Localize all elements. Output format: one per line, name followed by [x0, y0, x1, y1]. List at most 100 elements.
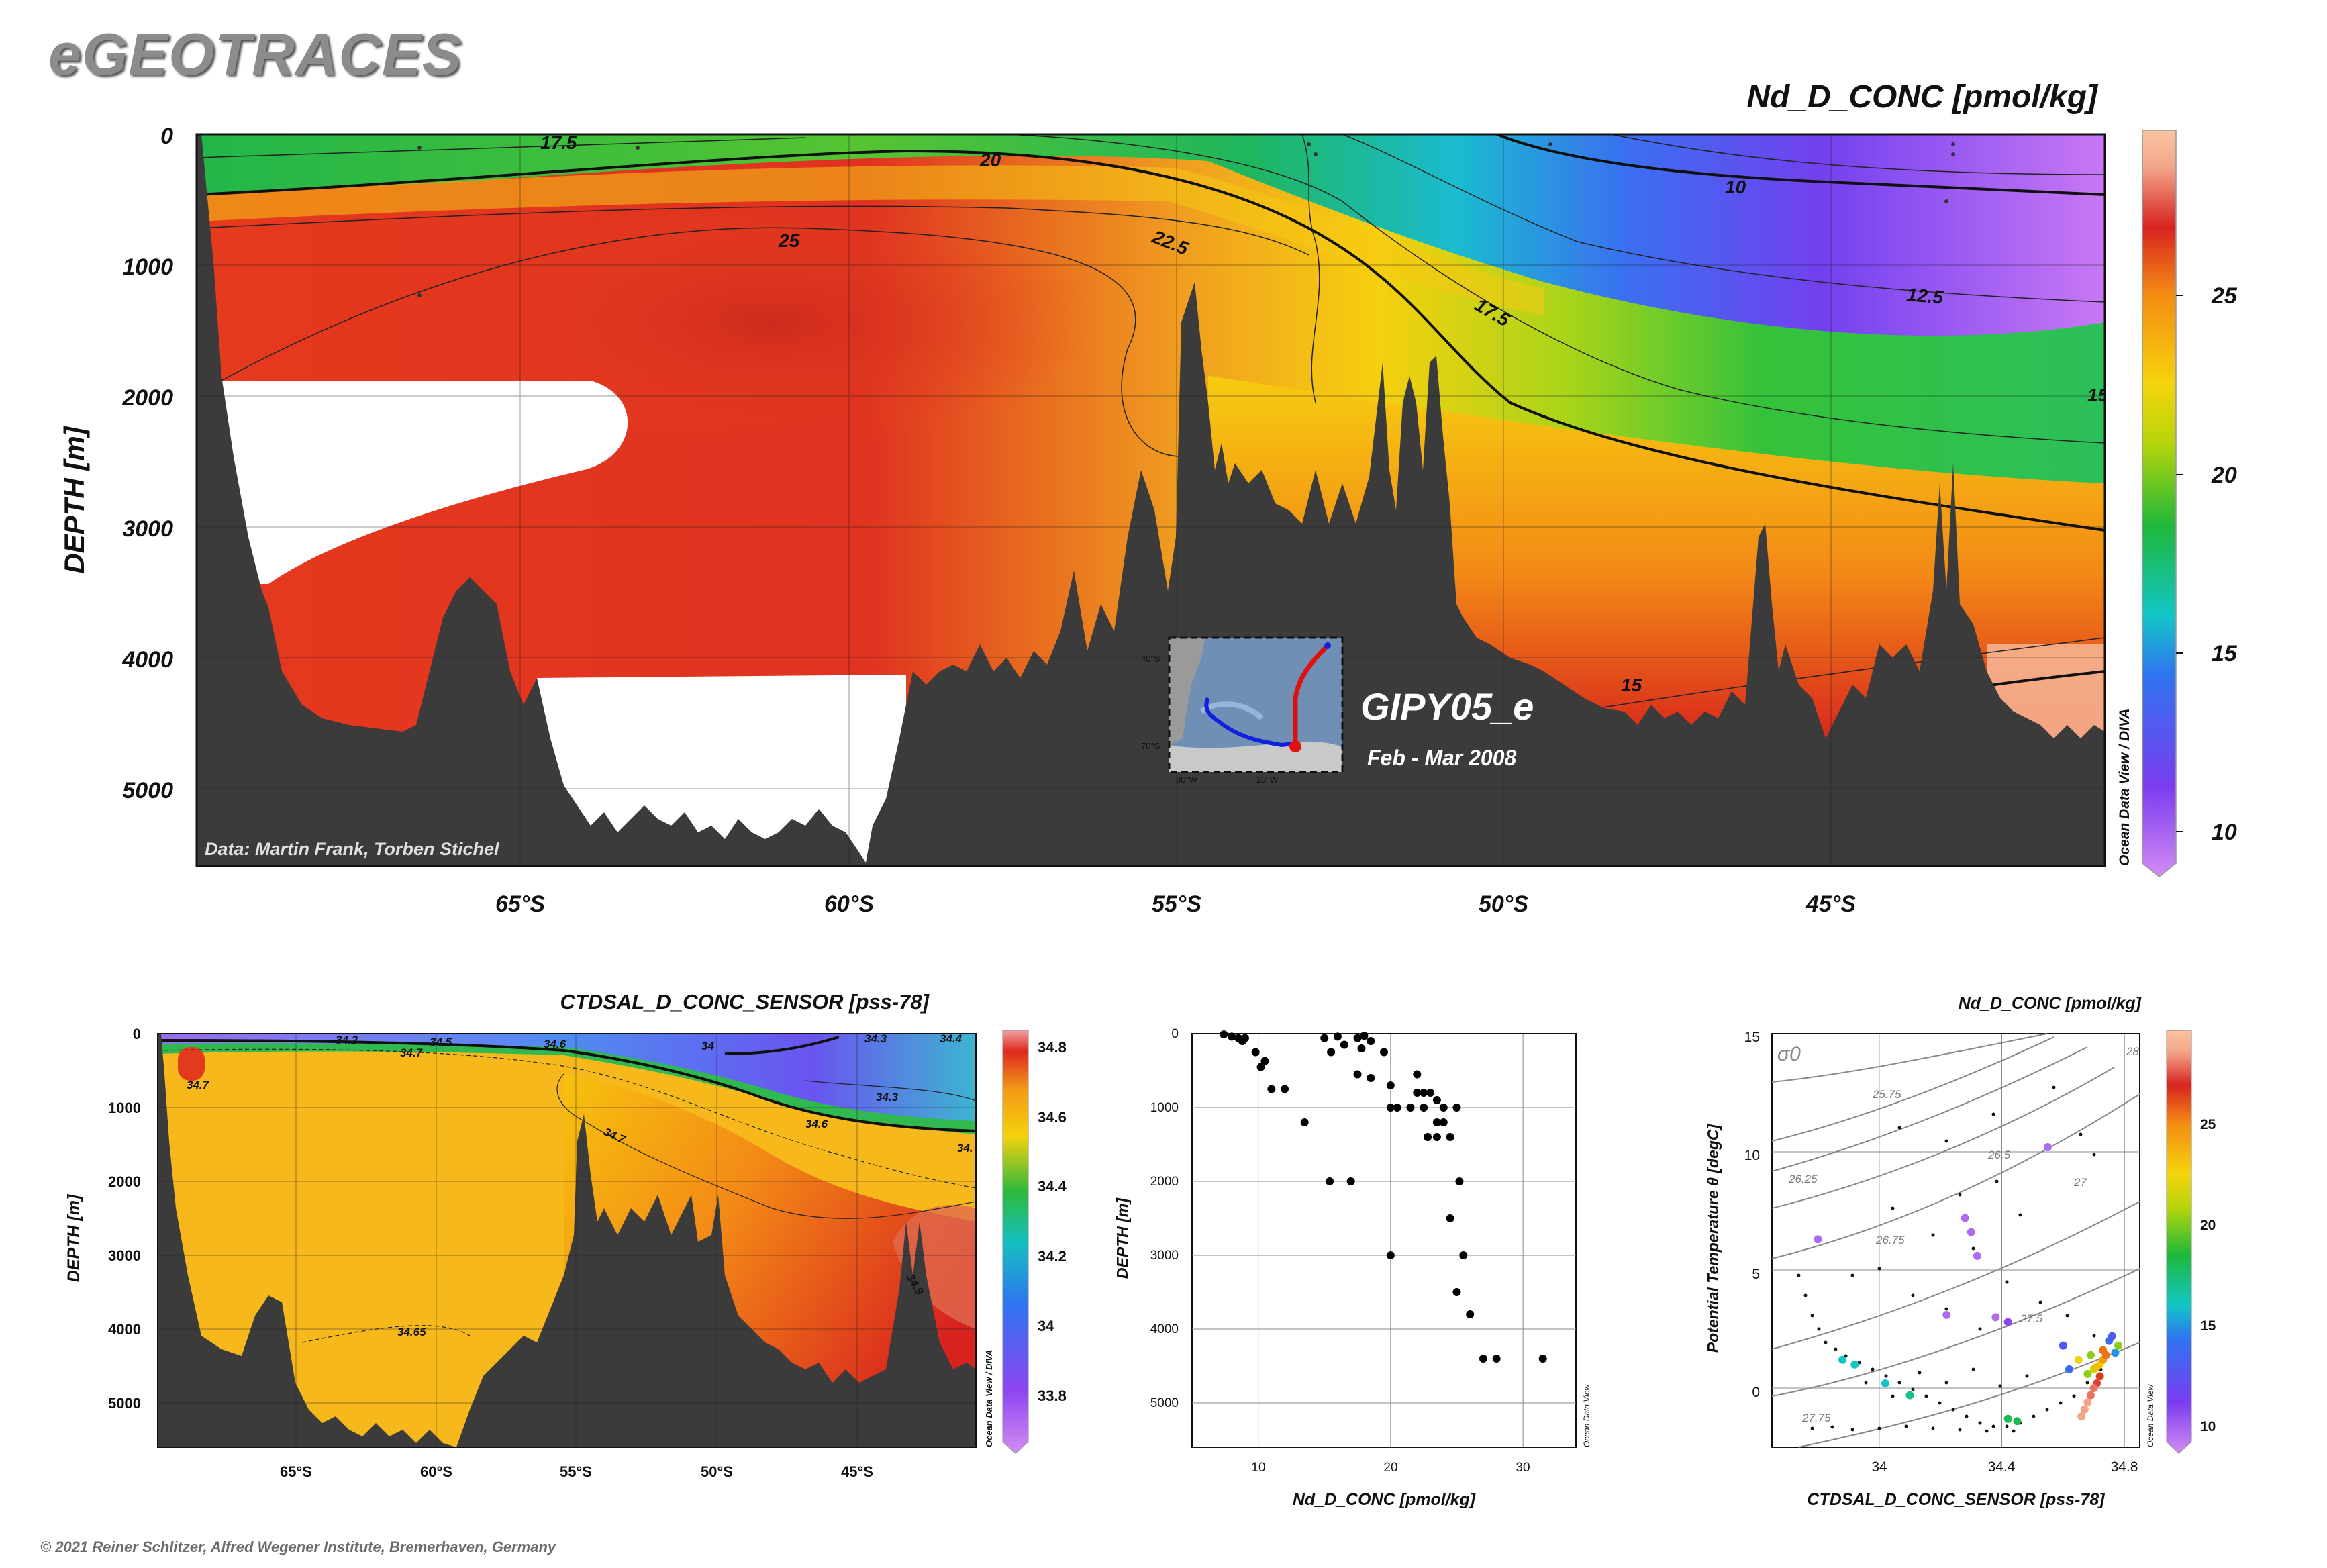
main-station-dots: [417, 142, 1955, 297]
sal-y-tick-label: 2000: [108, 1173, 141, 1190]
profile-point: [1439, 1118, 1448, 1126]
sal-y-axis-label: DEPTH [m]: [64, 1193, 83, 1282]
sal-x-tick-label: 55°S: [560, 1463, 592, 1480]
ts-colored-point: [1850, 1360, 1859, 1369]
profile-y-tick-label: 2000: [1150, 1175, 1179, 1189]
sal-contour-label: 34.4: [940, 1032, 962, 1045]
profile-point: [1367, 1074, 1375, 1082]
inset-lon-label: 20°W: [1256, 775, 1279, 785]
ts-plot-frame: [1771, 1033, 2140, 1448]
sal-x-tick-label: 45°S: [841, 1463, 873, 1480]
inset-lat-label: 40°S: [1141, 654, 1160, 664]
ts-y-tick-label: 15: [1744, 1030, 1760, 1045]
main-y-tick-label: 1000: [122, 254, 173, 280]
profile-point: [1424, 1133, 1432, 1141]
inset-lon-label: 80°W: [1176, 775, 1198, 785]
main-contour-label: 12.5: [1905, 284, 1944, 308]
ts-colorbar: [2166, 1030, 2192, 1454]
ts-colored-point: [2083, 1398, 2092, 1407]
inset-cruise-name: GIPY05_e: [1360, 685, 1534, 728]
ts-y-axis-label: Potential Temperature θ [degC]: [1704, 1123, 1722, 1353]
main-contour-label: 20: [979, 150, 1001, 170]
ts-x-tick-label: 34.8: [2111, 1459, 2138, 1475]
profile-point: [1360, 1032, 1369, 1040]
profile-point: [1228, 1032, 1236, 1041]
ts-y-tick-label: 0: [1752, 1385, 1760, 1400]
main-side-label: Ocean Data View / DIVA: [2117, 708, 2132, 866]
ts-colorbar-tick-label: 10: [2200, 1419, 2216, 1434]
profile-point: [1446, 1133, 1454, 1141]
ts-colored-point: [2095, 1372, 2104, 1381]
ts-colored-point: [2086, 1351, 2095, 1359]
ts-colored-point: [2093, 1363, 2101, 1371]
ts-background-points: [1797, 1085, 2103, 1433]
sal-x-tick-label: 65°S: [280, 1463, 312, 1480]
profile-point: [1432, 1118, 1441, 1126]
inset-lat-label: 70°S: [1141, 741, 1160, 751]
sal-contour-label: 34.: [957, 1142, 973, 1155]
main-x-tick-label: 45°S: [1805, 891, 1856, 917]
ts-colored-point: [1881, 1379, 1889, 1387]
sal-grid: [158, 1034, 976, 1447]
sal-x-ticks: 65°S 60°S 55°S 50°S 45°S: [280, 1463, 873, 1480]
cruise-inset-map: 40°S 70°S 80°W 20°W: [1141, 636, 1344, 785]
ts-colored-point: [1838, 1355, 1847, 1364]
ts-x-axis-label: CTDSAL_D_CONC_SENSOR [pss-78]: [1807, 1490, 2106, 1509]
sal-colorbar-ticks: 34.8 34.6 34.4 34.2 34 33.8: [1038, 1039, 1067, 1404]
ts-colorbar-ticks: 25 20 15 10: [2200, 1117, 2216, 1434]
ts-colorbar-tick-label: 20: [2200, 1218, 2216, 1233]
profile-point: [1393, 1104, 1401, 1112]
sal-contour-label: 34.5: [430, 1036, 452, 1048]
profile-point: [1446, 1214, 1454, 1222]
profile-x-ticks: 10 20 30: [1251, 1461, 1530, 1475]
ts-colored-point: [2114, 1341, 2123, 1350]
profile-point: [1386, 1251, 1395, 1259]
ts-colored-point: [2003, 1414, 2012, 1423]
main-colorbar-tick-label: 20: [2211, 462, 2237, 488]
sal-high-patch: [178, 1047, 205, 1081]
ts-colored-points: [1814, 1142, 2123, 1426]
profile-grid: [1192, 1034, 1576, 1447]
main-chart-title: Nd_D_CONC [pmol/kg]: [1746, 79, 2099, 115]
ts-colored-point: [1905, 1391, 1914, 1400]
ts-sigma-symbol: σ0: [1777, 1043, 1801, 1065]
ts-colored-point: [2111, 1349, 2120, 1357]
profile-side-label: Ocean Data View: [1582, 1384, 1591, 1447]
main-y-tick-label: 3000: [122, 516, 173, 542]
ts-colored-point: [2065, 1365, 2073, 1373]
main-x-tick-label: 65°S: [495, 891, 545, 917]
ts-colored-point: [1973, 1251, 1981, 1260]
main-y-tick-label: 5000: [122, 778, 173, 803]
profile-scatter-chart: Nd_D_CONC [pmol/kg] DEPTH [m] 0 1000 200…: [1113, 1027, 1591, 1509]
ts-isopycnal-labels: 25.75 26.25 26.5 26.75 27 27.5 27.75 28: [1788, 1045, 2139, 1424]
main-contour-label: 15: [2087, 385, 2109, 405]
profile-point: [1538, 1355, 1547, 1363]
ts-diagram-chart: 25.75 26.25 26.5 26.75 27 27.5 27.75 28 …: [1704, 994, 2216, 1509]
ts-y-tick-label: 10: [1744, 1148, 1760, 1163]
profile-x-tick-label: 10: [1251, 1461, 1265, 1475]
ts-isopycnal-label: 26.5: [1987, 1148, 2011, 1161]
ts-isopycnal-label: 27.75: [1801, 1412, 1831, 1424]
sal-y-tick-label: 4000: [108, 1321, 141, 1338]
sal-contour-label: 34.3: [876, 1091, 899, 1104]
main-data-credit: Data: Martin Frank, Torben Stichel: [205, 839, 499, 859]
profile-points: [1220, 1030, 1547, 1363]
main-x-tick-label: 50°S: [1479, 891, 1528, 917]
sal-x-tick-label: 50°S: [701, 1463, 733, 1480]
sal-contour-label: 34.6: [544, 1038, 566, 1050]
profile-point: [1256, 1063, 1265, 1071]
profile-point: [1413, 1070, 1422, 1079]
profile-point: [1386, 1104, 1395, 1112]
profile-point: [1380, 1048, 1388, 1057]
main-grid: [197, 134, 2105, 866]
profile-point: [1357, 1044, 1366, 1052]
main-contour-label: 10: [1725, 177, 1746, 197]
sal-y-tick-label: 3000: [108, 1247, 141, 1264]
main-y-ticks: 0 1000 2000 3000 4000 5000: [121, 124, 173, 803]
sal-deep-red-patch: [893, 1205, 976, 1329]
sal-colorbar-tick-label: 34.4: [1038, 1178, 1067, 1195]
profile-point: [1406, 1104, 1415, 1112]
profile-point: [1326, 1177, 1334, 1185]
sal-bathymetry: [158, 1034, 976, 1447]
ts-isopycnal-lines: [1771, 1033, 2140, 1448]
